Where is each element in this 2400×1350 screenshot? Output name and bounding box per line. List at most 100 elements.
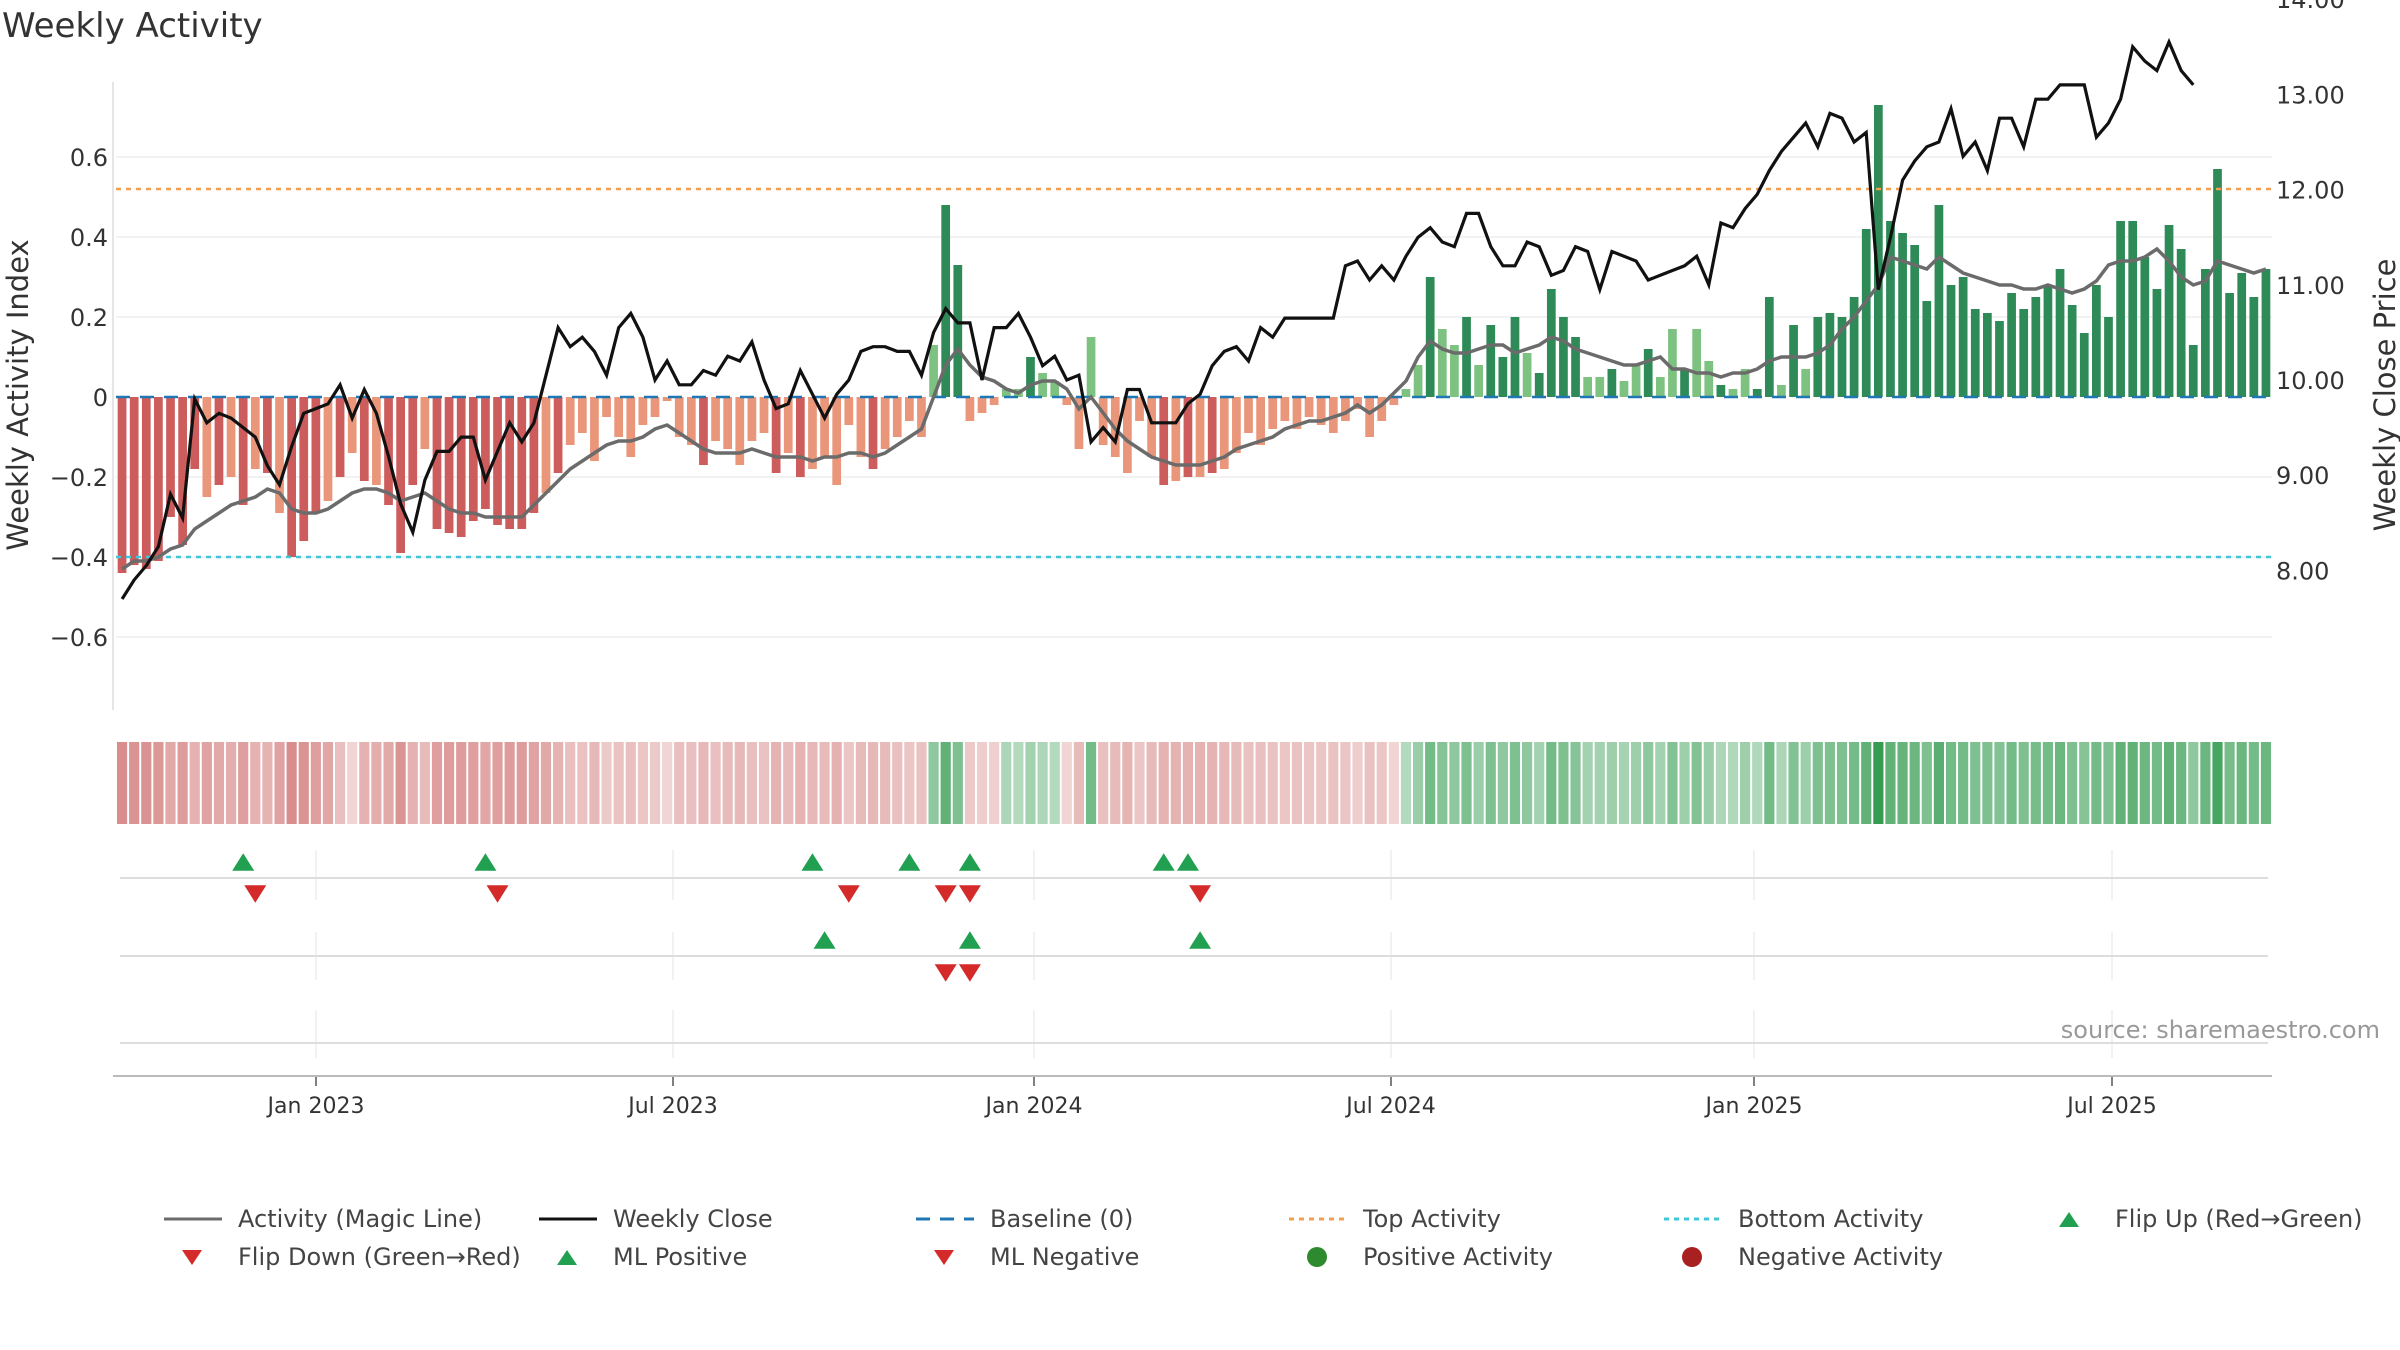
activity-bar [432, 397, 442, 529]
legend-label: Top Activity [1363, 1205, 1501, 1233]
strip-cell [2067, 742, 2078, 824]
strip-cell [1497, 742, 1508, 824]
strip-cell [734, 742, 745, 824]
y2-tick-label: 11.00 [2276, 272, 2345, 300]
strip-cell [1449, 742, 1460, 824]
strip-cell [940, 742, 951, 824]
activity-bar [699, 397, 708, 465]
weekly-close-line [120, 37, 2195, 600]
activity-bar [226, 397, 236, 477]
strip-cell [1582, 742, 1593, 824]
strip-cell [1643, 742, 1654, 824]
legend-label: Negative Activity [1738, 1243, 1944, 1271]
legend-swatch [164, 1217, 222, 1221]
activity-bar [456, 397, 466, 537]
strip-cell [758, 742, 770, 824]
strip-cell [2030, 742, 2041, 824]
strip-cell [1485, 742, 1496, 824]
strip-cell [1873, 742, 1884, 824]
legend-label: ML Negative [990, 1243, 1140, 1271]
activity-bar [1377, 397, 1387, 421]
activity-strip [116, 742, 2272, 824]
strip-cell [771, 742, 782, 824]
activity-bar [1062, 397, 1072, 405]
strip-cell [989, 742, 1000, 824]
axes: 0.6 0.4 0.2 0 −0.2 −0.4 −0.6 14.00 13.00 12.00 11.… [50, 0, 2345, 1119]
activity-bar [1789, 325, 1798, 397]
strip-cell [262, 742, 273, 824]
strip-cell [1921, 742, 1932, 824]
legend-item: Baseline (0) [912, 1205, 1133, 1233]
activity-bar [1256, 397, 1265, 445]
legend-label: Flip Up (Red→Green) [2115, 1205, 2363, 1233]
activity-bar [1813, 317, 1823, 397]
activity-bar [602, 397, 611, 417]
activity-bar [1486, 325, 1496, 397]
strip-cell [2042, 742, 2054, 824]
strip-cell [710, 742, 721, 824]
strip-cell [1316, 742, 1327, 824]
legend-swatch [934, 1250, 954, 1265]
strip-cell [274, 742, 285, 824]
strip-cell [1110, 742, 1121, 824]
activity-bar [1389, 397, 1399, 405]
strip-cell [1182, 742, 1194, 824]
strip-cell [129, 742, 140, 824]
activity-bar [408, 397, 418, 485]
y2-tick-label: 14.00 [2276, 0, 2345, 14]
legend-swatch [2059, 1212, 2079, 1227]
activity-bar [614, 397, 624, 437]
activity-bar [989, 397, 999, 405]
strip-cell [153, 742, 164, 824]
activity-bar [129, 397, 139, 565]
activity-bar [2055, 269, 2065, 397]
activity-bar [263, 397, 272, 473]
strip-cell [2260, 742, 2272, 824]
activity-bar [2019, 309, 2029, 397]
activity-bar [359, 397, 369, 481]
activity-bar [1958, 277, 1968, 397]
strip-cell [1400, 742, 1412, 824]
activity-bar [1510, 317, 1520, 397]
activity-bar [1425, 277, 1435, 397]
activity-bar [2031, 297, 2041, 397]
signal-markers [232, 853, 1212, 982]
strip-cell [1897, 742, 1908, 824]
strip-cell [2200, 742, 2211, 824]
strip-cell [1703, 742, 1714, 824]
strip-cell [1388, 742, 1399, 824]
activity-bar [1631, 365, 1641, 397]
activity-bar [1171, 397, 1181, 481]
activity-bar [2092, 285, 2101, 397]
strip-cell [1085, 742, 1097, 824]
legend-label: Activity (Magic Line) [238, 1205, 483, 1233]
strip-cell [1594, 742, 1605, 824]
strip-cell [674, 742, 685, 824]
legend: Activity (Magic Line) Weekly Close Baselin… [160, 1205, 2390, 1285]
strip-cell [2236, 742, 2247, 824]
ml-positive-marker [813, 931, 836, 949]
activity-bar [1074, 397, 1084, 449]
strip-cell [855, 742, 866, 824]
activity-bar [759, 397, 769, 433]
strip-cell [976, 742, 988, 824]
y2-tick-label: 8.00 [2276, 557, 2329, 585]
activity-bar [396, 397, 406, 553]
activity-bar [1607, 369, 1617, 397]
activity-bar [1559, 317, 1568, 397]
activity-bar [674, 397, 684, 437]
strip-cell [540, 742, 552, 824]
strip-cell [1376, 742, 1387, 824]
activity-bar [1038, 373, 1047, 397]
activity-bar [565, 397, 575, 445]
y2-tick-label: 9.00 [2276, 462, 2329, 490]
activity-bar [1123, 397, 1132, 473]
activity-bar [493, 397, 502, 525]
activity-bar [577, 397, 587, 433]
strip-cell [964, 742, 976, 824]
strip-cell [371, 742, 382, 824]
strip-cell [1982, 742, 1993, 824]
strip-cell [1909, 742, 1920, 824]
strip-cell [2248, 742, 2259, 824]
strip-cell [1049, 742, 1060, 824]
